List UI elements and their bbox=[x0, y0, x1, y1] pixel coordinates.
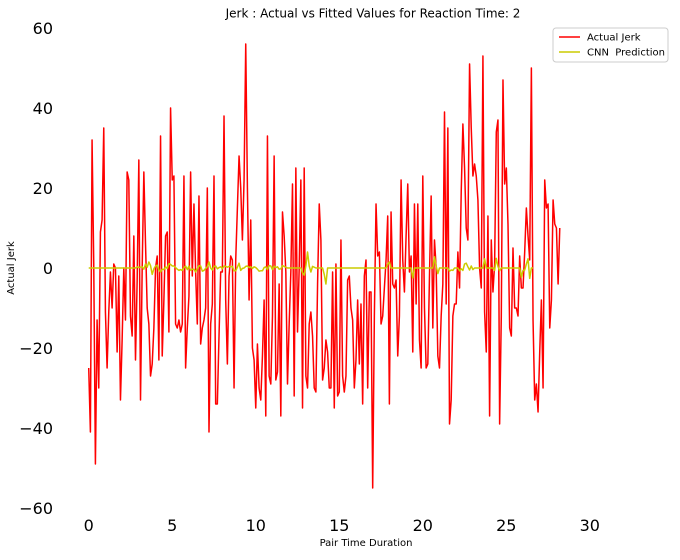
x-tick-label: 30 bbox=[580, 516, 600, 535]
y-tick-label: −60 bbox=[19, 499, 53, 518]
legend: Actual Jerk CNN Prediction bbox=[552, 27, 669, 63]
x-tick-label: 15 bbox=[329, 516, 349, 535]
y-tick-label: −40 bbox=[19, 419, 53, 438]
y-axis-ticks: −60 −40 −20 0 20 40 60 bbox=[19, 19, 53, 518]
chart-title: Jerk : Actual vs Fitted Values for React… bbox=[225, 7, 521, 21]
x-axis-ticks: 0 5 10 15 20 25 30 bbox=[84, 516, 600, 535]
series-line-actual-jerk bbox=[87, 43, 561, 489]
y-tick-label: 0 bbox=[43, 259, 53, 278]
x-tick-label: 25 bbox=[496, 516, 516, 535]
legend-label-cnn-prediction: CNN Prediction bbox=[587, 48, 665, 59]
x-tick-label: 20 bbox=[413, 516, 433, 535]
y-tick-label: 20 bbox=[33, 179, 53, 198]
x-tick-label: 5 bbox=[167, 516, 177, 535]
y-tick-label: 40 bbox=[33, 99, 53, 118]
series-layer bbox=[87, 43, 561, 489]
x-axis-label: Pair Time Duration bbox=[320, 538, 413, 549]
y-tick-label: −20 bbox=[19, 339, 53, 358]
legend-label-actual-jerk: Actual Jerk bbox=[587, 33, 641, 44]
series-line-cnn-prediction bbox=[88, 251, 534, 285]
x-tick-label: 10 bbox=[246, 516, 266, 535]
x-tick-label: 0 bbox=[84, 516, 94, 535]
y-axis-label: Actual Jerk bbox=[6, 241, 17, 295]
legend-box bbox=[552, 27, 669, 63]
y-tick-label: 60 bbox=[33, 19, 53, 38]
